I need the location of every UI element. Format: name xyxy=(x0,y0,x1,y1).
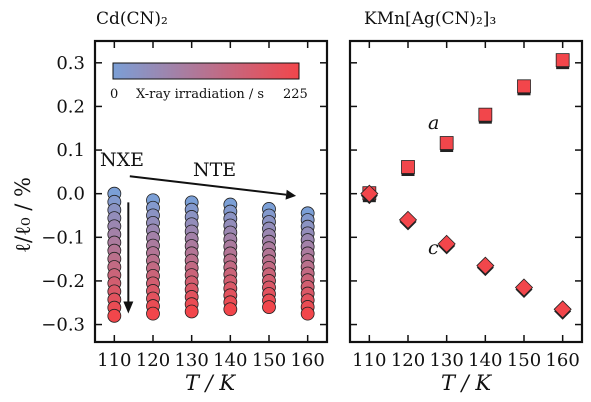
colorbar-min-label: 0 xyxy=(110,87,118,102)
data-point-a xyxy=(401,160,415,174)
data-point-a xyxy=(517,79,531,94)
data-point-c xyxy=(437,234,456,253)
x-tick-label: 120 xyxy=(136,350,170,371)
data-point-a xyxy=(439,136,454,150)
x-tick-label: 150 xyxy=(252,350,286,371)
nte-arrow-shaft xyxy=(129,175,287,196)
series-label-c: c xyxy=(428,237,439,259)
x-tick-label: 130 xyxy=(174,350,208,371)
colorbar-label: X-ray irradiation / s xyxy=(136,87,264,102)
y-tick-label: 0.2 xyxy=(56,96,85,117)
data-point xyxy=(107,308,122,323)
colorbar-max-label: 225 xyxy=(283,87,308,102)
x-tick-label: 150 xyxy=(507,350,541,371)
data-point xyxy=(300,306,315,321)
panel-right-x-axis: 110 120 130 140 150 160 xyxy=(352,41,580,371)
data-point xyxy=(184,304,199,319)
colorbar-gradient xyxy=(112,62,300,80)
data-point xyxy=(223,302,238,317)
x-tick-label: 110 xyxy=(352,350,386,371)
x-tick-label: 110 xyxy=(97,350,131,371)
panel-right-points xyxy=(360,53,572,320)
x-tick-label: 160 xyxy=(545,350,579,371)
x-tick-label: 140 xyxy=(213,350,247,371)
data-point-c xyxy=(360,184,379,203)
panel-left-frame xyxy=(93,39,329,344)
panel-left-points xyxy=(107,186,315,323)
x-tick-label: 140 xyxy=(468,350,502,371)
panel-left-y-label: ℓ/ℓ₀ / % xyxy=(11,177,35,253)
panel-right-x-label: T / K xyxy=(441,371,492,395)
nxe-arrow-head xyxy=(123,301,134,314)
series-label-a: a xyxy=(428,112,439,134)
panel-right-title: KMn[Ag(CN)₂]₃ xyxy=(364,9,496,29)
data-point xyxy=(262,300,276,315)
data-point-c xyxy=(476,256,495,275)
colorbar: 0 X-ray irradiation / s 225 xyxy=(110,62,308,102)
data-point-c xyxy=(514,278,534,297)
panel-left-x-axis: 110 120 130 140 150 160 xyxy=(97,41,325,371)
x-tick-label: 160 xyxy=(290,350,324,371)
panel-right-frame xyxy=(348,39,584,344)
annotation-nxe: NXE xyxy=(100,149,144,171)
y-tick-label: −0.3 xyxy=(41,315,85,336)
panel-right: KMn[Ag(CN)₂]₃ 110 120 130 140 150 160 a c T /… xyxy=(348,9,584,395)
panel-left-y-axis: −0.3 −0.2 −0.1 0.0 0.1 0.2 0.3 xyxy=(41,53,327,336)
data-point-c xyxy=(553,300,572,319)
data-point xyxy=(146,306,160,321)
nte-arrow-head xyxy=(285,189,297,200)
y-tick-label: −0.2 xyxy=(41,271,85,292)
x-tick-label: 130 xyxy=(429,350,463,371)
x-tick-label: 120 xyxy=(391,350,425,371)
panel-left-x-label: T / K xyxy=(185,371,236,395)
panel-right-y-axis xyxy=(350,62,582,326)
panel-left-title: Cd(CN)₂ xyxy=(96,9,168,29)
panel-left: Cd(CN)₂ −0.3−0.2−0.10.00.10.20.3 110 120 1… xyxy=(11,9,329,395)
y-tick-label: −0.1 xyxy=(41,227,85,248)
annotation-nte: NTE xyxy=(193,159,236,181)
data-point-a xyxy=(555,53,570,68)
data-point-a xyxy=(478,107,493,122)
panel-left-annotations: NXE NTE xyxy=(100,149,297,314)
y-tick-label: 0.3 xyxy=(56,53,85,74)
y-tick-label: 0.1 xyxy=(56,140,85,161)
y-tick-label: 0.0 xyxy=(56,184,85,205)
data-point-c xyxy=(398,210,418,229)
